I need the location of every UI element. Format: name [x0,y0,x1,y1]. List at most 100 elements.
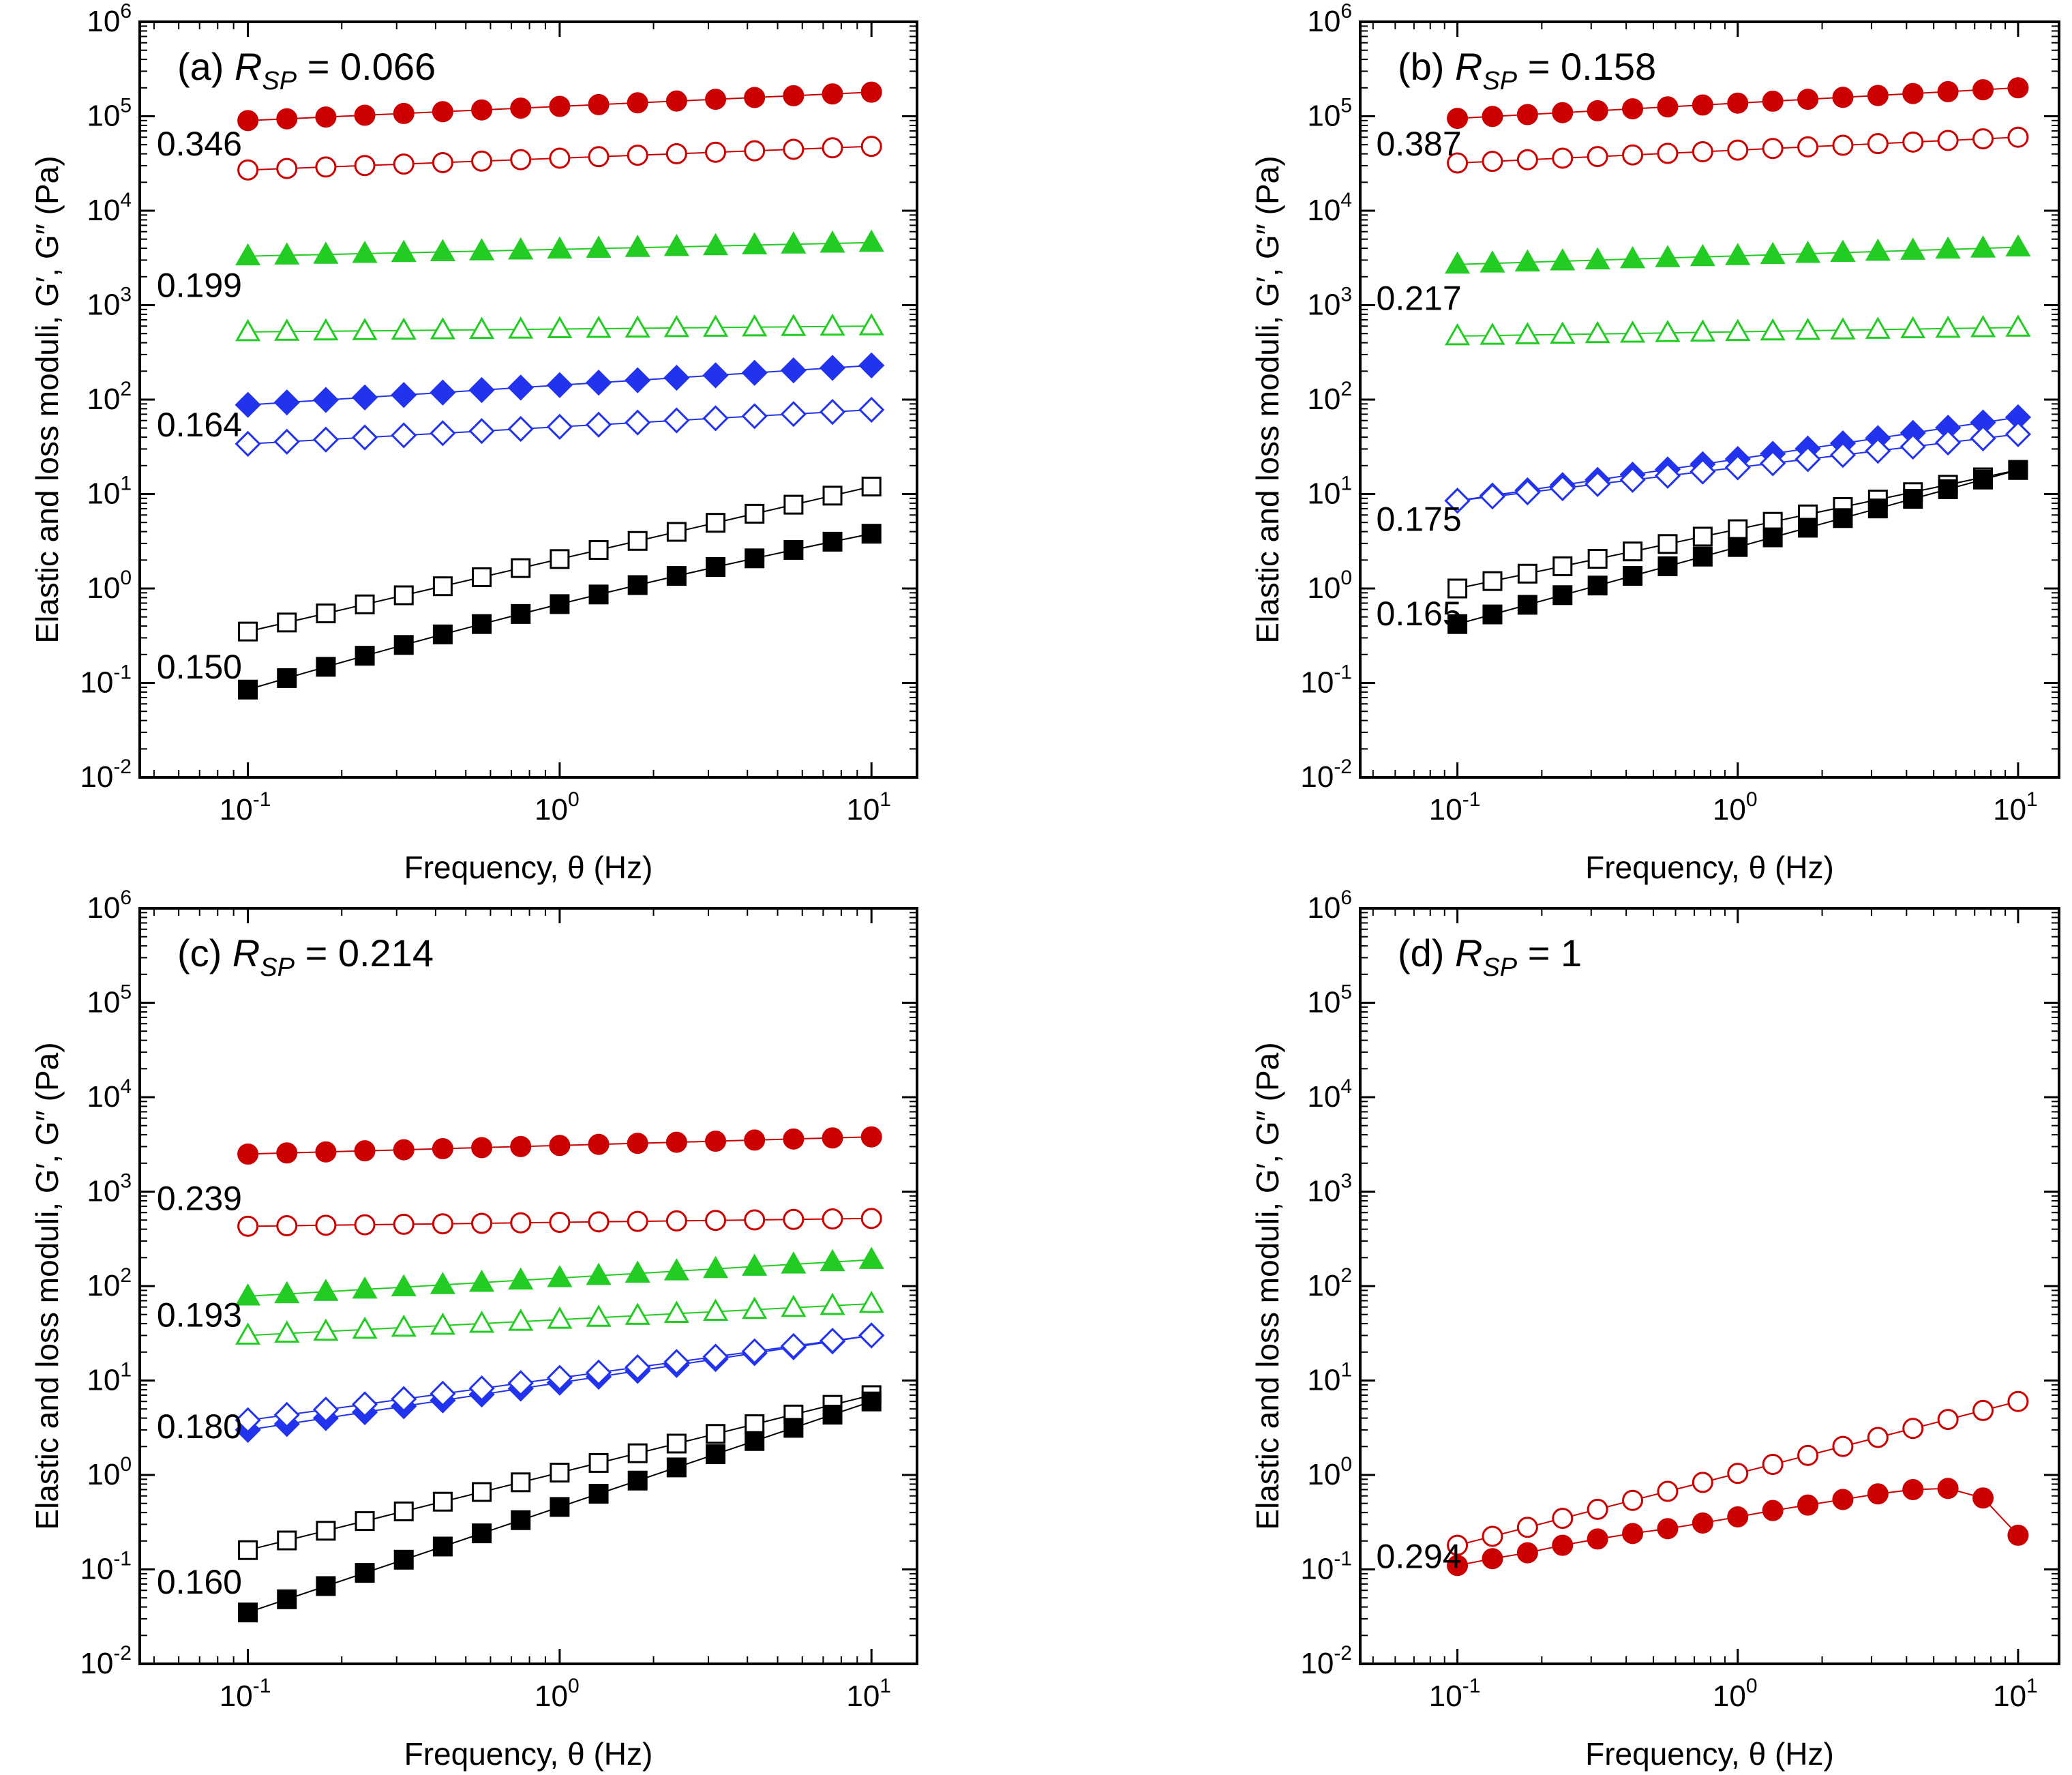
data-point [1830,239,1856,262]
data-point [783,494,804,515]
data-point [1552,556,1573,576]
series-g-0-164 [235,352,885,418]
data-point [1795,317,1821,340]
y-axis: 10-2 10-1 100 101 102 103 104 105 106 [1300,0,2059,794]
series-g-0-165 [1447,460,2028,634]
data-point [702,233,729,256]
data-point [393,1501,414,1521]
data-point [1970,235,1996,258]
data-point [1447,578,1468,599]
data-point [1447,108,1469,130]
data-point [1727,1506,1749,1527]
data-point [588,1211,610,1233]
series-g-0-387 [1447,126,2029,174]
data-point [507,1370,534,1397]
data-point [820,1292,845,1315]
data-point [665,1131,687,1153]
x-axis: 10-1 100 101 [1372,22,2038,826]
data-point [1762,138,1784,160]
data-point [742,1253,768,1276]
data-point [783,1418,804,1438]
data-point [1829,442,1857,468]
data-point [468,376,495,404]
y-tick-label: 105 [1307,981,1352,1019]
series-g-0-150 [238,524,882,700]
data-point [1657,1480,1679,1502]
data-point [1867,1483,1889,1505]
data-point [1724,454,1751,481]
data-point [2007,1524,2029,1546]
data-point [783,85,805,106]
y-tick-label: 105 [1307,95,1352,133]
data-point [860,81,882,103]
data-point [1482,1548,1503,1570]
series-g-0-150 [238,477,882,642]
data-point [312,1397,340,1423]
data-point [351,424,378,451]
data-point [1585,247,1610,269]
data-point [858,352,885,379]
data-point [313,241,339,264]
data-point [1903,489,1923,509]
x-axis: 10-1 100 101 [153,908,891,1713]
data-point [432,1491,453,1512]
data-point [391,317,417,340]
y-tick-label: 105 [87,981,132,1019]
data-point [432,1536,453,1557]
data-point [822,137,843,159]
data-point [1692,94,1713,116]
data-point [588,93,610,115]
data-point [1623,541,1643,562]
data-point [274,1281,300,1304]
data-point [2007,1390,2029,1412]
data-point [666,1433,687,1454]
data-point [1902,131,1924,153]
data-point [1972,1399,1994,1421]
series-g-0-294 [1447,1390,2029,1556]
data-point [393,1139,415,1161]
data-point [391,382,417,408]
data-point [741,359,768,386]
data-point [625,409,651,436]
series-annotation: 0.199 [157,266,242,304]
data-point [861,477,882,497]
data-point [1622,144,1644,166]
data-point [706,1444,726,1465]
series-annotation: 0.160 [157,1563,242,1601]
data-point [430,379,456,406]
data-point [1552,147,1574,169]
data-point [354,104,376,126]
data-point [471,99,493,121]
data-point [858,1247,884,1269]
series-g-0-239 [237,1126,882,1165]
data-point [861,1391,882,1412]
data-point [1900,433,1926,460]
data-point [235,1322,261,1345]
data-point [546,413,573,441]
data-point [1727,139,1749,161]
data-point [822,486,843,506]
data-point [510,1212,532,1234]
data-point [1727,92,1749,114]
data-point [468,1375,495,1402]
series-annotation: 0.150 [157,648,242,686]
data-point [1830,317,1856,340]
data-point [625,367,651,393]
data-point [352,1276,378,1299]
data-point [860,1126,882,1148]
data-point [860,136,882,158]
series-annotation: 0.387 [1377,125,1462,163]
data-point [313,1318,339,1341]
data-point [1692,546,1713,567]
data-point [1832,134,1854,156]
data-point [472,567,492,587]
data-point [1690,458,1716,485]
data-point [1760,318,1786,341]
data-point [1692,1472,1713,1493]
data-point [665,90,687,112]
panel-b: 10-2 10-1 100 101 102 103 104 105 106 10-1 100 101 F… [1250,0,2060,885]
data-point [1865,238,1891,261]
y-axis-label: Elastic and loss moduli, G′, G″ (Pa) [29,155,65,643]
data-point [706,513,726,533]
data-point [276,108,298,130]
